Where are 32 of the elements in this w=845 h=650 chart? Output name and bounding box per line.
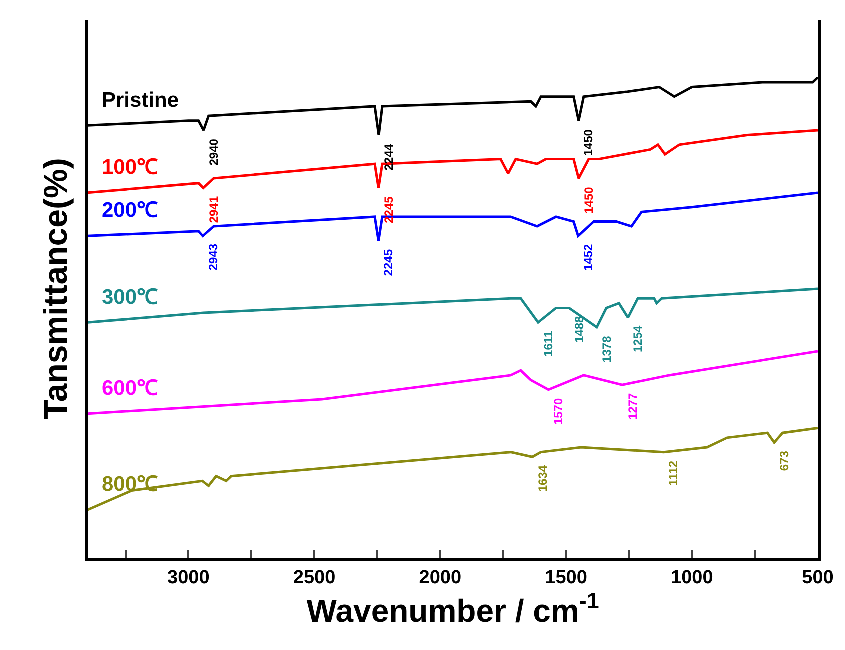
x-tick-label: 3000 [168,568,210,589]
annotation: 2940 [206,138,221,166]
x-tick-label: 1500 [545,568,588,589]
annotation: 2245 [382,196,396,224]
annotation: 2244 [382,144,396,171]
x-axis-title: Wavenumber / cm$^{-1}$ [306,588,600,629]
annotation: 1634 [536,465,550,492]
series-label: 300℃ [102,286,158,309]
annotation: 1277 [626,392,640,420]
annotation: 1488 [572,316,587,344]
x-tick-label: 2000 [419,568,462,589]
annotation: 2943 [206,244,220,271]
annotation: 1611 [542,330,556,357]
annotation: 1254 [630,326,645,353]
series-label: 800℃ [102,473,158,496]
x-tick-label: 1000 [671,568,714,589]
annotation: 1450 [582,186,596,214]
annotation: 1450 [581,129,596,156]
annotation: 673 [778,450,792,472]
annotation: 2245 [381,249,396,276]
series-label: 100℃ [102,156,158,179]
series-label: 600℃ [102,377,158,400]
y-axis-title: Tansmittance(%) [37,158,74,420]
series-label: 200℃ [102,199,158,222]
annotation: 1452 [582,244,596,272]
annotation: 2941 [206,196,221,224]
x-tick-label: 2500 [293,568,336,589]
annotation: 1112 [666,460,681,486]
series-label: Pristine [102,89,180,112]
x-tick-label: 500 [802,568,834,589]
annotation: 1378 [600,336,614,363]
annotation: 1570 [551,398,566,426]
